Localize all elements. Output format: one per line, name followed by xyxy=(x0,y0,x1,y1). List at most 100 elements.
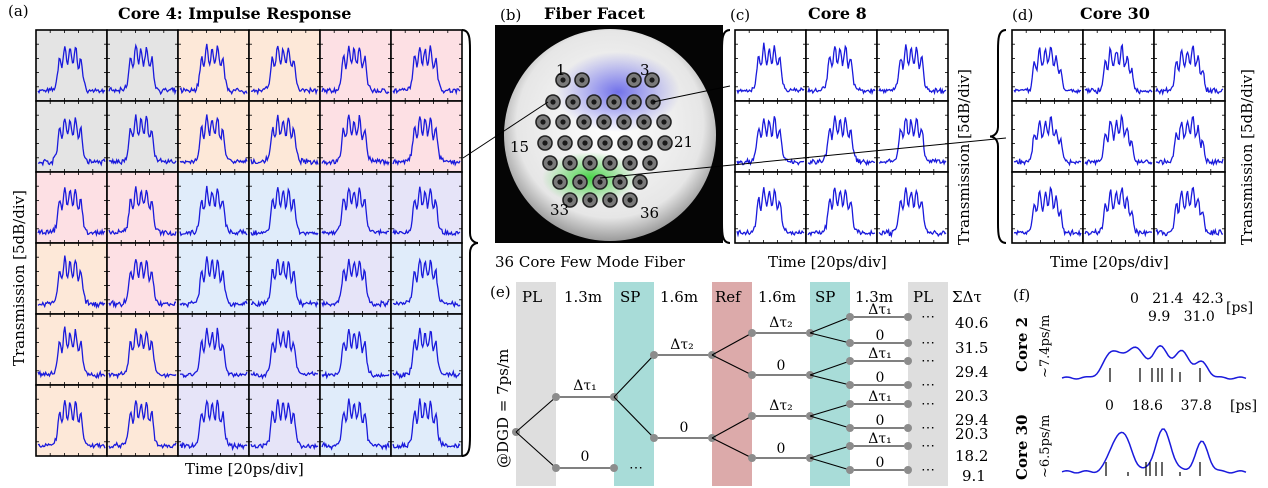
core4-impulse-grid xyxy=(35,29,463,457)
impulse-trace xyxy=(37,326,106,380)
fiber-core-center xyxy=(547,160,553,166)
tree-branch xyxy=(809,415,851,429)
impulse-cell xyxy=(35,384,108,457)
tree-branch xyxy=(711,332,753,356)
tree-node xyxy=(748,371,756,379)
core2-dgd: ~7.4ps/m xyxy=(1038,314,1053,378)
tree-branch xyxy=(809,374,851,386)
panel-f-letter: (f) xyxy=(1013,286,1031,304)
tree-node xyxy=(552,393,560,401)
impulse-cell xyxy=(177,29,250,102)
fiber-core-center xyxy=(617,179,623,185)
impulse-cell xyxy=(805,100,878,173)
connector-line xyxy=(462,101,549,159)
col-len-2: 1.6m xyxy=(660,288,699,306)
fiber-core-center xyxy=(601,119,607,125)
fiber-core-center xyxy=(642,140,648,146)
col-pl-2: PL xyxy=(913,288,934,306)
impulse-cell xyxy=(734,29,807,102)
tree-node xyxy=(552,464,560,472)
sum-value: 9.1 xyxy=(962,467,986,485)
delay-tree-diagram: Δτ₁ 0 ⋯ Δτ₂ 0 Δτ₂ 0 Δτ₂ 0 Δτ₁ 0 ⋯ ⋯ Δτ₁ 0 ⋯ ⋯ Δτ₁ 0 ⋯ ⋯ Δτ₁ 0 ⋯… xyxy=(512,282,948,486)
impulse-trace xyxy=(321,328,390,380)
impulse-trace xyxy=(179,43,248,96)
impulse-trace xyxy=(1013,185,1082,238)
panel-b-caption: 36 Core Few Mode Fiber xyxy=(495,253,685,271)
impulse-trace xyxy=(179,327,248,379)
tree-node xyxy=(650,434,658,442)
impulse-trace xyxy=(807,187,876,237)
impulse-trace xyxy=(392,398,461,450)
impulse-cell xyxy=(35,29,108,102)
tree-node xyxy=(846,339,854,347)
core2-label: Core 2 xyxy=(1013,316,1031,372)
fiber-core-center xyxy=(579,77,585,83)
tree-node xyxy=(748,412,756,420)
core30-unit: [ps] xyxy=(1230,398,1258,414)
impulse-trace xyxy=(179,399,248,452)
core-number-label: 15 xyxy=(510,138,529,156)
impulse-trace xyxy=(1084,187,1153,238)
impulse-trace xyxy=(878,44,947,96)
ellipsis-label: ⋯ xyxy=(921,420,935,436)
tree-node xyxy=(904,424,912,432)
impulse-trace xyxy=(179,114,248,165)
impulse-trace xyxy=(1155,115,1224,167)
core2-unit: [ps] xyxy=(1226,300,1254,316)
core30-impulse-grid xyxy=(1011,29,1226,244)
fiber-core-center xyxy=(607,160,613,166)
tree-branch xyxy=(809,332,851,344)
fiber-core-center xyxy=(540,119,546,125)
sum-value: 20.3 xyxy=(955,425,989,443)
cell-frame xyxy=(35,313,108,386)
impulse-cell xyxy=(248,384,321,457)
fiber-core-center xyxy=(647,160,653,166)
fiber-core-center xyxy=(602,140,608,146)
tree-node xyxy=(846,357,854,365)
sp-band xyxy=(614,282,654,486)
spectrum-trace xyxy=(1061,344,1247,380)
impulse-cell xyxy=(1082,171,1155,244)
sum-value: 40.6 xyxy=(955,314,989,332)
tree-node xyxy=(904,466,912,474)
impulse-cell xyxy=(106,100,179,173)
branch-label-zero: 0 xyxy=(876,455,885,471)
tree-node xyxy=(846,313,854,321)
tree-branch xyxy=(613,354,655,398)
sum-value: 20.3 xyxy=(955,387,989,405)
fiber-core-center xyxy=(560,77,566,83)
impulse-cell xyxy=(106,29,179,102)
fiber-core-center xyxy=(641,119,647,125)
impulse-trace xyxy=(392,186,461,237)
sum-value: 31.5 xyxy=(955,339,989,357)
fiber-core-center xyxy=(581,119,587,125)
brace xyxy=(461,29,479,457)
impulse-trace xyxy=(37,187,106,238)
cell-frame xyxy=(177,171,250,244)
fiber-core-center xyxy=(542,140,548,146)
impulse-trace xyxy=(1013,116,1082,167)
tree-node xyxy=(904,381,912,389)
fiber-core-center xyxy=(550,99,556,105)
ellipsis-label: ⋯ xyxy=(921,462,935,478)
cell-frame xyxy=(390,242,463,315)
panel-b-letter: (b) xyxy=(500,6,522,24)
ellipsis-label: ⋯ xyxy=(921,335,935,351)
impulse-trace xyxy=(736,187,805,238)
impulse-cell xyxy=(248,29,321,102)
impulse-cell xyxy=(805,171,878,244)
ellipsis-label: ⋯ xyxy=(629,460,643,476)
branch-label-zero: 0 xyxy=(777,441,786,457)
ellipsis-label: ⋯ xyxy=(921,396,935,412)
impulse-cell xyxy=(248,171,321,244)
tree-node xyxy=(846,424,854,432)
fiber-core-center xyxy=(570,99,576,105)
impulse-trace xyxy=(250,114,319,166)
col-len-4: 1.3m xyxy=(855,288,894,306)
branch-label-zero: 0 xyxy=(876,413,885,429)
fiber-facet-image: 1 3 15 21 33 36 xyxy=(462,25,1007,243)
impulse-cell xyxy=(805,29,878,102)
impulse-cell xyxy=(35,100,108,173)
impulse-trace xyxy=(108,186,177,237)
tree-node xyxy=(650,351,658,359)
